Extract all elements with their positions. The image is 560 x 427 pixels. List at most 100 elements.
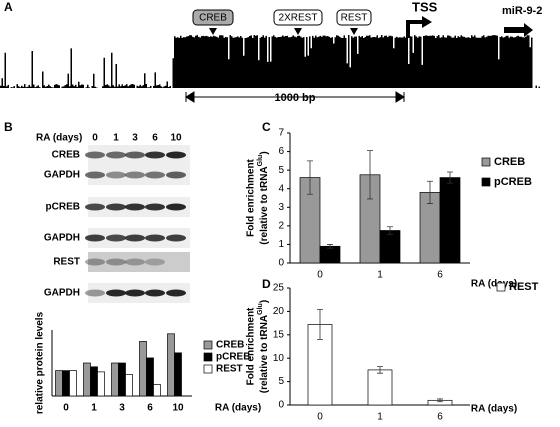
y-tick-label: 3 [278, 202, 284, 213]
blot-axis-label: RA (days) [36, 133, 82, 144]
band [125, 171, 145, 179]
x-tick-label: 0 [63, 403, 69, 414]
panel-label: B [4, 120, 13, 134]
legend-label: CREB [494, 156, 525, 168]
panel-label: A [4, 0, 13, 14]
error-bar [387, 226, 393, 235]
lane-label: 6 [152, 133, 158, 144]
band [166, 203, 186, 211]
box-label: REST [341, 13, 368, 24]
band [145, 289, 165, 297]
error-bar [307, 160, 313, 195]
lane-label: 0 [92, 133, 98, 144]
bar [125, 374, 133, 397]
y-label-sup: Glu [257, 155, 264, 167]
legend-label: CREB [216, 340, 244, 351]
band [125, 203, 145, 211]
x-axis-label: RA (days) [215, 403, 261, 414]
x-tick-label: 0 [317, 412, 323, 423]
row-label: pCREB [46, 202, 80, 213]
error-bar [367, 150, 373, 200]
tss-arrowhead [422, 16, 432, 28]
bar [139, 341, 147, 397]
x-axis-label: RA (days) [471, 279, 517, 290]
y-tick-label: 4 [278, 183, 284, 194]
site-marker [350, 28, 358, 35]
panel-label: D [262, 277, 271, 291]
band [145, 203, 165, 211]
bar [111, 362, 119, 397]
lane-label: 10 [170, 133, 182, 144]
bar [118, 362, 126, 397]
blot: 0 1 3 6 10 CREB GAPDH pCREB GAPDH REST GAPDH [44, 133, 190, 303]
y-tick-label: 5 [278, 376, 284, 387]
row-label: GAPDH [44, 233, 80, 244]
y-tick-label: 10 [273, 353, 285, 364]
band [85, 258, 105, 266]
x-tick-label: 6 [147, 403, 153, 414]
blot-bg [88, 252, 190, 272]
band [106, 203, 126, 211]
legend-label: REST [216, 364, 243, 375]
y-tick-label: 1 [278, 239, 284, 250]
row-label: REST [53, 257, 80, 268]
bar [90, 366, 98, 397]
error-bar [317, 309, 323, 340]
conservation-track [0, 35, 540, 88]
y-axis-label: relative protein levels [35, 311, 46, 414]
x-tick-label: 3 [119, 403, 125, 414]
y-label-text: (relative to tRNA [259, 315, 270, 393]
y-label-end: ) [259, 151, 270, 154]
y-tick-label: 2 [278, 220, 284, 231]
bar [167, 333, 175, 397]
panel-label: C [262, 120, 271, 134]
band [106, 289, 126, 297]
error-bar [427, 180, 433, 204]
band [85, 289, 105, 297]
band [85, 151, 105, 159]
creb-box [192, 9, 234, 26]
legend-label: pCREB [494, 176, 532, 188]
y-axis-label: (relative to tRNAGlu) [257, 300, 270, 393]
y-tick-label: 0 [278, 258, 284, 269]
bar [97, 371, 105, 397]
bar [439, 177, 461, 264]
legend-swatch [203, 364, 213, 374]
legend-swatch [481, 157, 491, 167]
x-tick-label: 10 [172, 403, 184, 414]
tss-arrow [406, 20, 424, 38]
row-label: GAPDH [44, 288, 80, 299]
y-tick-label: 25 [273, 283, 285, 294]
box-label: CREB [199, 13, 227, 24]
bar [146, 357, 154, 397]
x-tick-label: 6 [437, 412, 443, 423]
y-tick-label: 6 [278, 146, 284, 157]
bar [69, 370, 77, 397]
lane-label: 3 [132, 133, 138, 144]
band [145, 258, 165, 266]
x-tick-label: 1 [377, 412, 383, 423]
bar [367, 369, 393, 406]
legend-swatch [496, 282, 506, 292]
lane-label: 1 [113, 133, 119, 144]
y-label-sup: Glu [257, 303, 264, 315]
bar [62, 370, 70, 397]
legend-label: REST [509, 281, 539, 293]
row-label: CREB [52, 150, 80, 161]
scale-label: 1000 bp [275, 92, 316, 104]
band [125, 151, 145, 159]
track-bars [0, 35, 540, 88]
legend-swatch [203, 340, 213, 350]
error-bar [447, 171, 453, 184]
band [85, 234, 105, 242]
mirna-arrow [504, 23, 533, 37]
band [85, 171, 105, 179]
band [125, 234, 145, 242]
y-axis-label: Fold enrichment [246, 307, 257, 385]
x-tick-label: 1 [377, 270, 383, 281]
legend-swatch [203, 352, 213, 362]
band [106, 258, 126, 266]
error-bar [437, 398, 443, 403]
